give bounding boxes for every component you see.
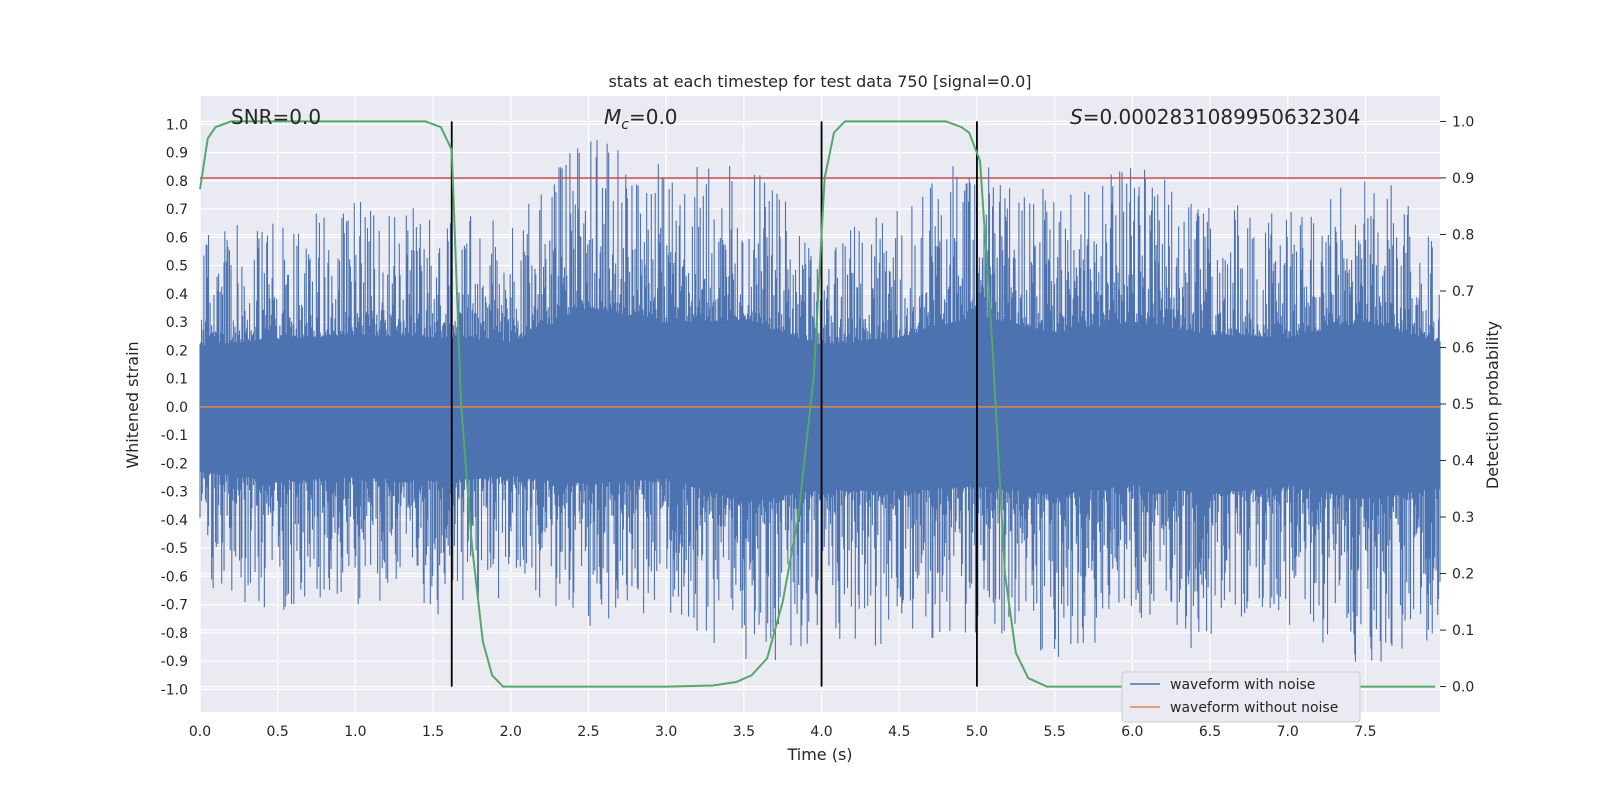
x-tick-label: 3.0 <box>655 724 677 740</box>
y-tick-label: 0.6 <box>166 230 188 246</box>
y2-tick-label: 0.1 <box>1452 623 1474 639</box>
x-tick-label: 6.5 <box>1199 724 1221 740</box>
y-tick-label: -0.5 <box>161 541 188 557</box>
waveform-with-noise <box>199 139 1441 662</box>
y2-tick-label: 0.2 <box>1452 567 1474 583</box>
y-tick-label: 0.2 <box>166 343 188 359</box>
legend-box <box>1121 671 1361 723</box>
y2-axis-label: Detection probability <box>1483 321 1502 489</box>
y2-tick-label: 0.4 <box>1452 454 1474 470</box>
x-tick-label: 2.5 <box>577 724 599 740</box>
y-axis-ticks: 1.0 0.9 0.8 0.7 0.6 0.5 0.4 0.3 0.2 0.1 0.0 -0.1 -0.… <box>161 117 188 698</box>
x-tick-label: 0.0 <box>189 724 211 740</box>
overlay-lines <box>199 120 1440 688</box>
x-axis-label: Time (s) <box>786 745 852 764</box>
y-tick-label: 0.7 <box>166 202 188 218</box>
y-tick-label: 0.9 <box>166 146 188 162</box>
y2-tick-label: 0.3 <box>1452 510 1474 526</box>
y-tick-label: -0.1 <box>161 428 188 444</box>
y-tick-label: 0.4 <box>166 287 188 303</box>
y-tick-label: -0.7 <box>161 598 188 614</box>
x-tick-label: 7.5 <box>1354 724 1376 740</box>
y2-tick-label: 0.0 <box>1452 680 1474 696</box>
y-tick-label: -0.9 <box>161 654 188 670</box>
chart-title: stats at each timestep for test data 750… <box>608 72 1031 91</box>
x-tick-label: 1.5 <box>422 724 444 740</box>
y-tick-label: 0.0 <box>166 400 188 416</box>
y2-tick-label: 0.9 <box>1452 171 1474 187</box>
y2-tick-label: 0.7 <box>1452 284 1474 300</box>
y-tick-label: -0.2 <box>161 456 188 472</box>
x-axis-ticks: 0.0 0.5 1.0 1.5 2.0 2.5 3.0 3.5 4.0 4.5 5.0 5.5 6.0 6… <box>189 724 1377 740</box>
detection-probability-line <box>199 120 1436 688</box>
x-tick-label: 4.5 <box>888 724 910 740</box>
y2-tick-label: 1.0 <box>1452 114 1474 130</box>
y-tick-label: -0.4 <box>161 513 188 529</box>
snr-annotation: SNR=0.0 <box>231 105 321 129</box>
x-tick-label: 2.0 <box>500 724 522 740</box>
noise-core <box>200 350 1440 458</box>
y-axis-label: Whitened strain <box>123 341 142 468</box>
s-annotation: S=0.0002831089950632304 <box>1070 105 1360 129</box>
x-tick-label: 3.5 <box>733 724 755 740</box>
x-tick-label: 4.0 <box>810 724 832 740</box>
x-tick-label: 5.0 <box>966 724 988 740</box>
y2-axis-ticks: 1.0 0.9 0.8 0.7 0.6 0.5 0.4 0.3 0.2 0.1 0.0 <box>1440 114 1474 696</box>
x-tick-label: 1.0 <box>344 724 366 740</box>
y-tick-label: -0.8 <box>161 626 188 642</box>
y2-tick-label: 0.8 <box>1452 227 1474 243</box>
y-tick-label: 0.8 <box>166 174 188 190</box>
legend: waveform with noise waveform without noi… <box>1121 671 1361 723</box>
chirp-mass-annotation: Mc=0.0 <box>604 105 678 133</box>
legend-label-clean: waveform without noise <box>1170 700 1338 716</box>
x-tick-label: 7.0 <box>1277 724 1299 740</box>
y2-tick-label: 0.6 <box>1452 340 1474 356</box>
x-tick-label: 5.5 <box>1044 724 1066 740</box>
y-tick-label: -0.6 <box>161 569 188 585</box>
y-tick-label: 0.3 <box>166 315 188 331</box>
y2-tick-label: 0.5 <box>1452 397 1474 413</box>
y-tick-label: 0.5 <box>166 259 188 275</box>
x-tick-label: 0.5 <box>267 724 289 740</box>
y-tick-label: 0.1 <box>166 372 188 388</box>
x-tick-label: 6.0 <box>1121 724 1143 740</box>
y-tick-label: 1.0 <box>166 117 188 133</box>
y-tick-label: -1.0 <box>161 682 188 698</box>
legend-label-noise: waveform with noise <box>1170 677 1315 693</box>
y-tick-label: -0.3 <box>161 485 188 501</box>
